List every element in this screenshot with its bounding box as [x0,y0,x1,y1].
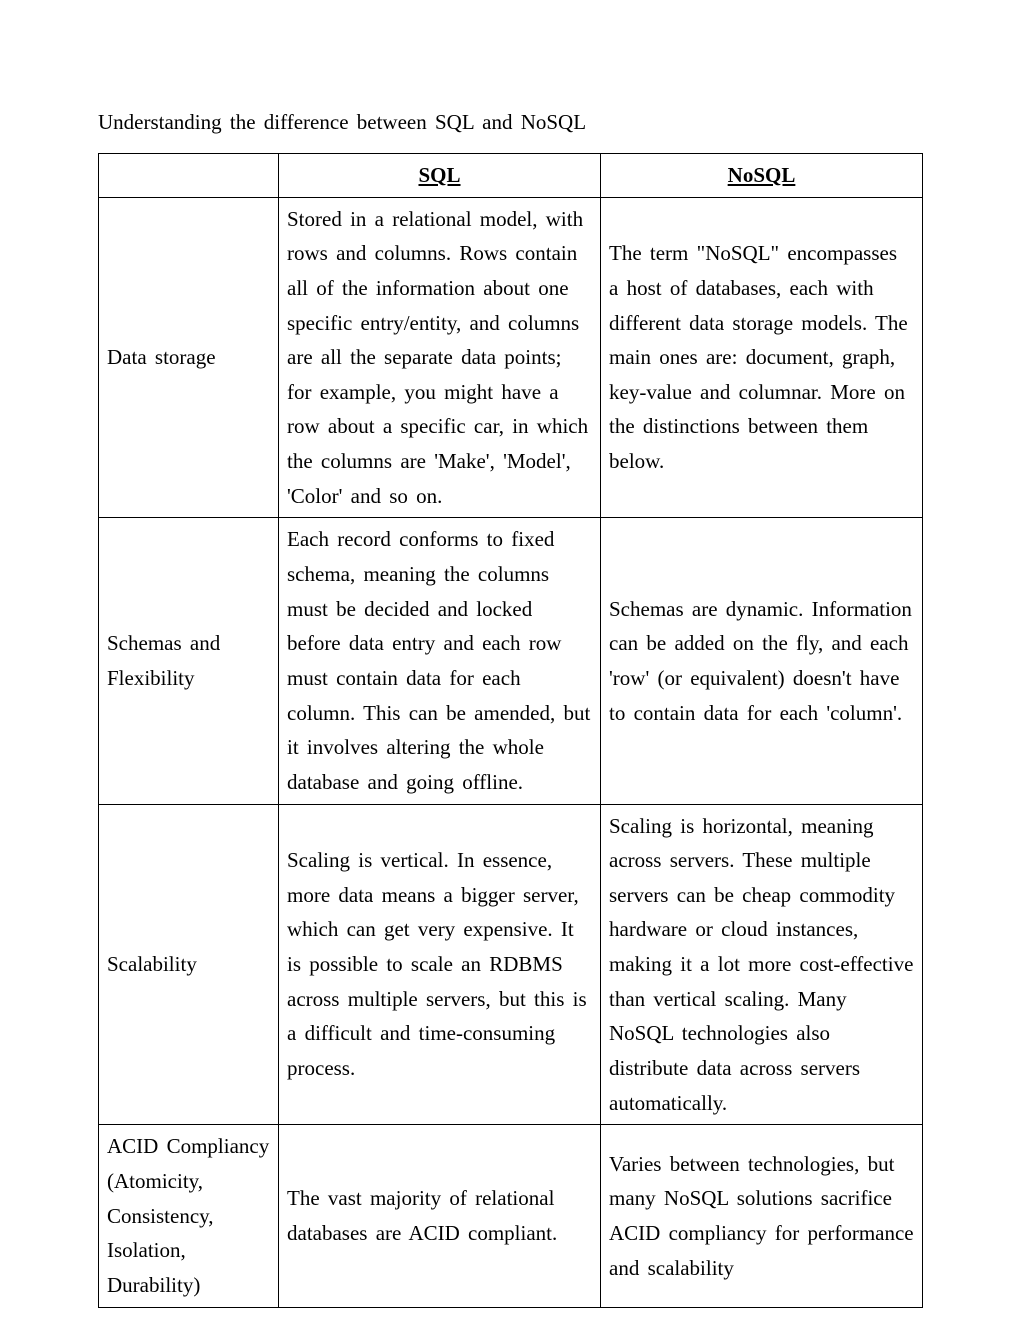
document-title: Understanding the difference between SQL… [98,110,922,135]
cell-sql: The vast majority of relational database… [279,1125,601,1307]
cell-nosql: Schemas are dynamic. Information can be … [601,518,923,804]
cell-nosql: Varies between technologies, but many No… [601,1125,923,1307]
table-header-row: SQL NoSQL [99,154,923,198]
cell-sql: Each record conforms to fixed schema, me… [279,518,601,804]
document-page: Understanding the difference between SQL… [0,0,1020,1308]
header-sql: SQL [279,154,601,198]
table-row: Data storage Stored in a relational mode… [99,197,923,518]
row-label: Scalability [99,804,279,1125]
cell-nosql: Scaling is horizontal, meaning across se… [601,804,923,1125]
row-label: Data storage [99,197,279,518]
header-blank [99,154,279,198]
comparison-table: SQL NoSQL Data storage Stored in a relat… [98,153,923,1308]
table-row: Scalability Scaling is vertical. In esse… [99,804,923,1125]
cell-sql: Stored in a relational model, with rows … [279,197,601,518]
table-row: Schemas and Flexibility Each record conf… [99,518,923,804]
row-label: Schemas and Flexibility [99,518,279,804]
header-nosql: NoSQL [601,154,923,198]
cell-sql: Scaling is vertical. In essence, more da… [279,804,601,1125]
table-row: ACID Compliancy (Atomicity, Consistency,… [99,1125,923,1307]
row-label: ACID Compliancy (Atomicity, Consistency,… [99,1125,279,1307]
cell-nosql: The term "NoSQL" encompasses a host of d… [601,197,923,518]
